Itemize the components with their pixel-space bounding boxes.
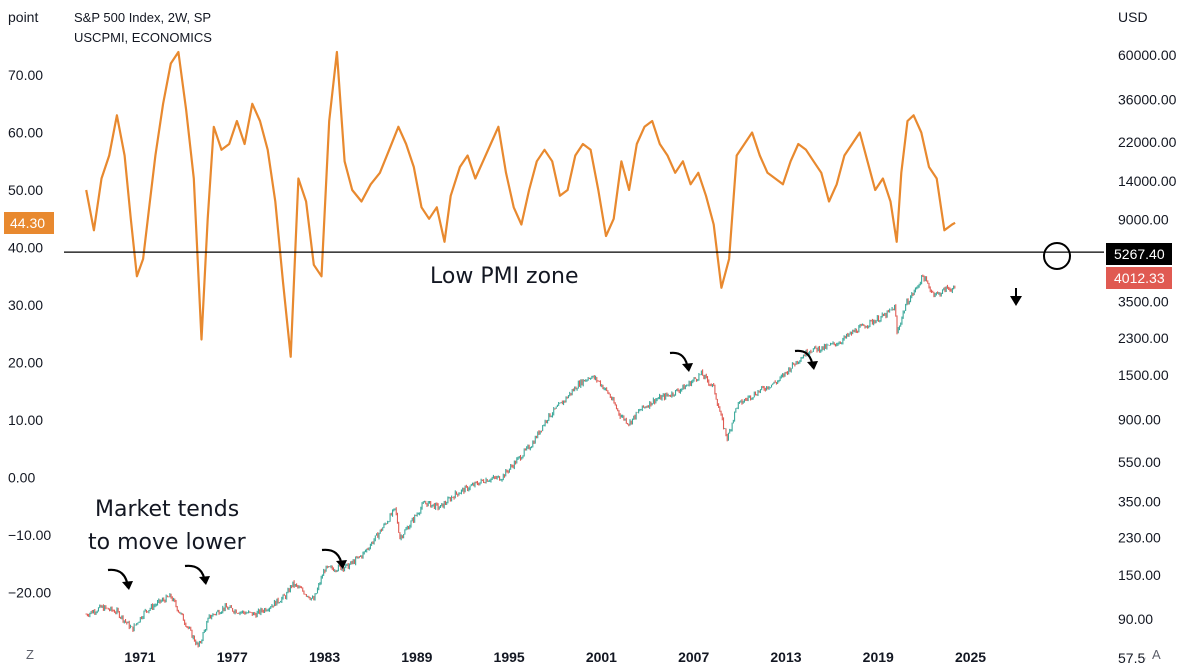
- x-tick-label: 1977: [217, 649, 248, 665]
- decline-arrow-head: [1010, 296, 1022, 306]
- x-axis-ticks: 1971 1977 1983 1989 1995 2001 2007 2013 2019 2025: [124, 649, 986, 665]
- right-tick-label: 60000.00: [1118, 47, 1177, 63]
- right-tick-label: 550.00: [1118, 454, 1161, 470]
- x-tick-label: 1983: [309, 649, 340, 665]
- x-tick-label: 2013: [770, 649, 801, 665]
- x-tick-label: 2001: [586, 649, 617, 665]
- right-tick-label: 350.00: [1118, 493, 1161, 509]
- left-tick-label: 0.00: [8, 470, 35, 486]
- right-tick-label: 22000.00: [1118, 134, 1177, 150]
- left-tick-label: −10.00: [8, 527, 51, 543]
- left-tick-label: −20.00: [8, 585, 51, 601]
- x-tick-label: 2019: [863, 649, 894, 665]
- left-tick-label: 10.00: [8, 412, 43, 428]
- pmi-last-badge: 44.30: [4, 212, 54, 234]
- right-tick-label: 90.00: [1118, 611, 1153, 627]
- decline-arrow-head: [807, 361, 818, 370]
- decline-arrow-head: [682, 363, 693, 372]
- x-tick-label: 1995: [494, 649, 525, 665]
- log-scale-toggle-left[interactable]: Z: [20, 644, 42, 664]
- pmi-last-value: 44.30: [10, 215, 45, 231]
- market-note-line1: Market tends: [95, 497, 239, 522]
- left-tick-label: 20.00: [8, 355, 43, 371]
- decline-arrows: [107, 288, 1022, 590]
- right-tick-label: 1500.00: [1118, 367, 1169, 383]
- level-badge: 5267.40: [1106, 243, 1172, 265]
- spx-candles: [85, 274, 956, 648]
- level-value: 5267.40: [1114, 246, 1165, 262]
- legend-spx: S&P 500 Index, 2W, SP: [74, 10, 211, 25]
- spx-last-badge: 4012.33: [1106, 267, 1172, 289]
- x-tick-label: 1989: [401, 649, 432, 665]
- left-tick-label: 60.00: [8, 125, 43, 141]
- right-tick-label: 57.50: [1118, 650, 1153, 666]
- right-tick-label: 150.00: [1118, 567, 1161, 583]
- decline-arrow-head: [199, 576, 210, 585]
- market-note-line2: to move lower: [88, 530, 247, 555]
- current-level-circle: [1043, 242, 1071, 270]
- left-tick-label: 70.00: [8, 67, 43, 83]
- right-axis-unit: USD: [1118, 9, 1148, 25]
- spx-last-value: 4012.33: [1114, 270, 1165, 286]
- right-tick-label: 2300.00: [1118, 330, 1169, 346]
- left-axis-ticks: 70.00 60.00 50.00 40.00 30.00 20.00 10.00 0.00 −…: [8, 67, 51, 601]
- decline-arrow-head: [122, 581, 133, 590]
- auto-scale-toggle-right[interactable]: A: [1146, 644, 1168, 664]
- x-tick-label: 1971: [124, 649, 155, 665]
- low-pmi-zone-label: Low PMI zone: [430, 264, 579, 289]
- right-tick-label: 3500.00: [1118, 294, 1169, 310]
- right-axis-ticks: 60000.00 36000.00 22000.00 14000.00 9000.00 3…: [1118, 47, 1177, 666]
- left-axis-unit: point: [8, 9, 38, 25]
- left-corner-button-label[interactable]: Z: [26, 647, 34, 662]
- legend-pmi: USCPMI, ECONOMICS: [74, 30, 212, 45]
- left-tick-label: 40.00: [8, 240, 43, 256]
- left-tick-label: 50.00: [8, 182, 43, 198]
- left-tick-label: 30.00: [8, 297, 43, 313]
- right-tick-label: 36000.00: [1118, 91, 1177, 107]
- right-tick-label: 900.00: [1118, 411, 1161, 427]
- decline-arrow-head: [336, 560, 347, 569]
- right-corner-button-label[interactable]: A: [1152, 647, 1161, 662]
- right-tick-label: 9000.00: [1118, 212, 1169, 228]
- x-tick-label: 2007: [678, 649, 709, 665]
- right-tick-label: 230.00: [1118, 530, 1161, 546]
- pmi-series-line: [85, 50, 956, 358]
- x-tick-label: 2025: [955, 649, 986, 665]
- right-tick-label: 14000.00: [1118, 173, 1177, 189]
